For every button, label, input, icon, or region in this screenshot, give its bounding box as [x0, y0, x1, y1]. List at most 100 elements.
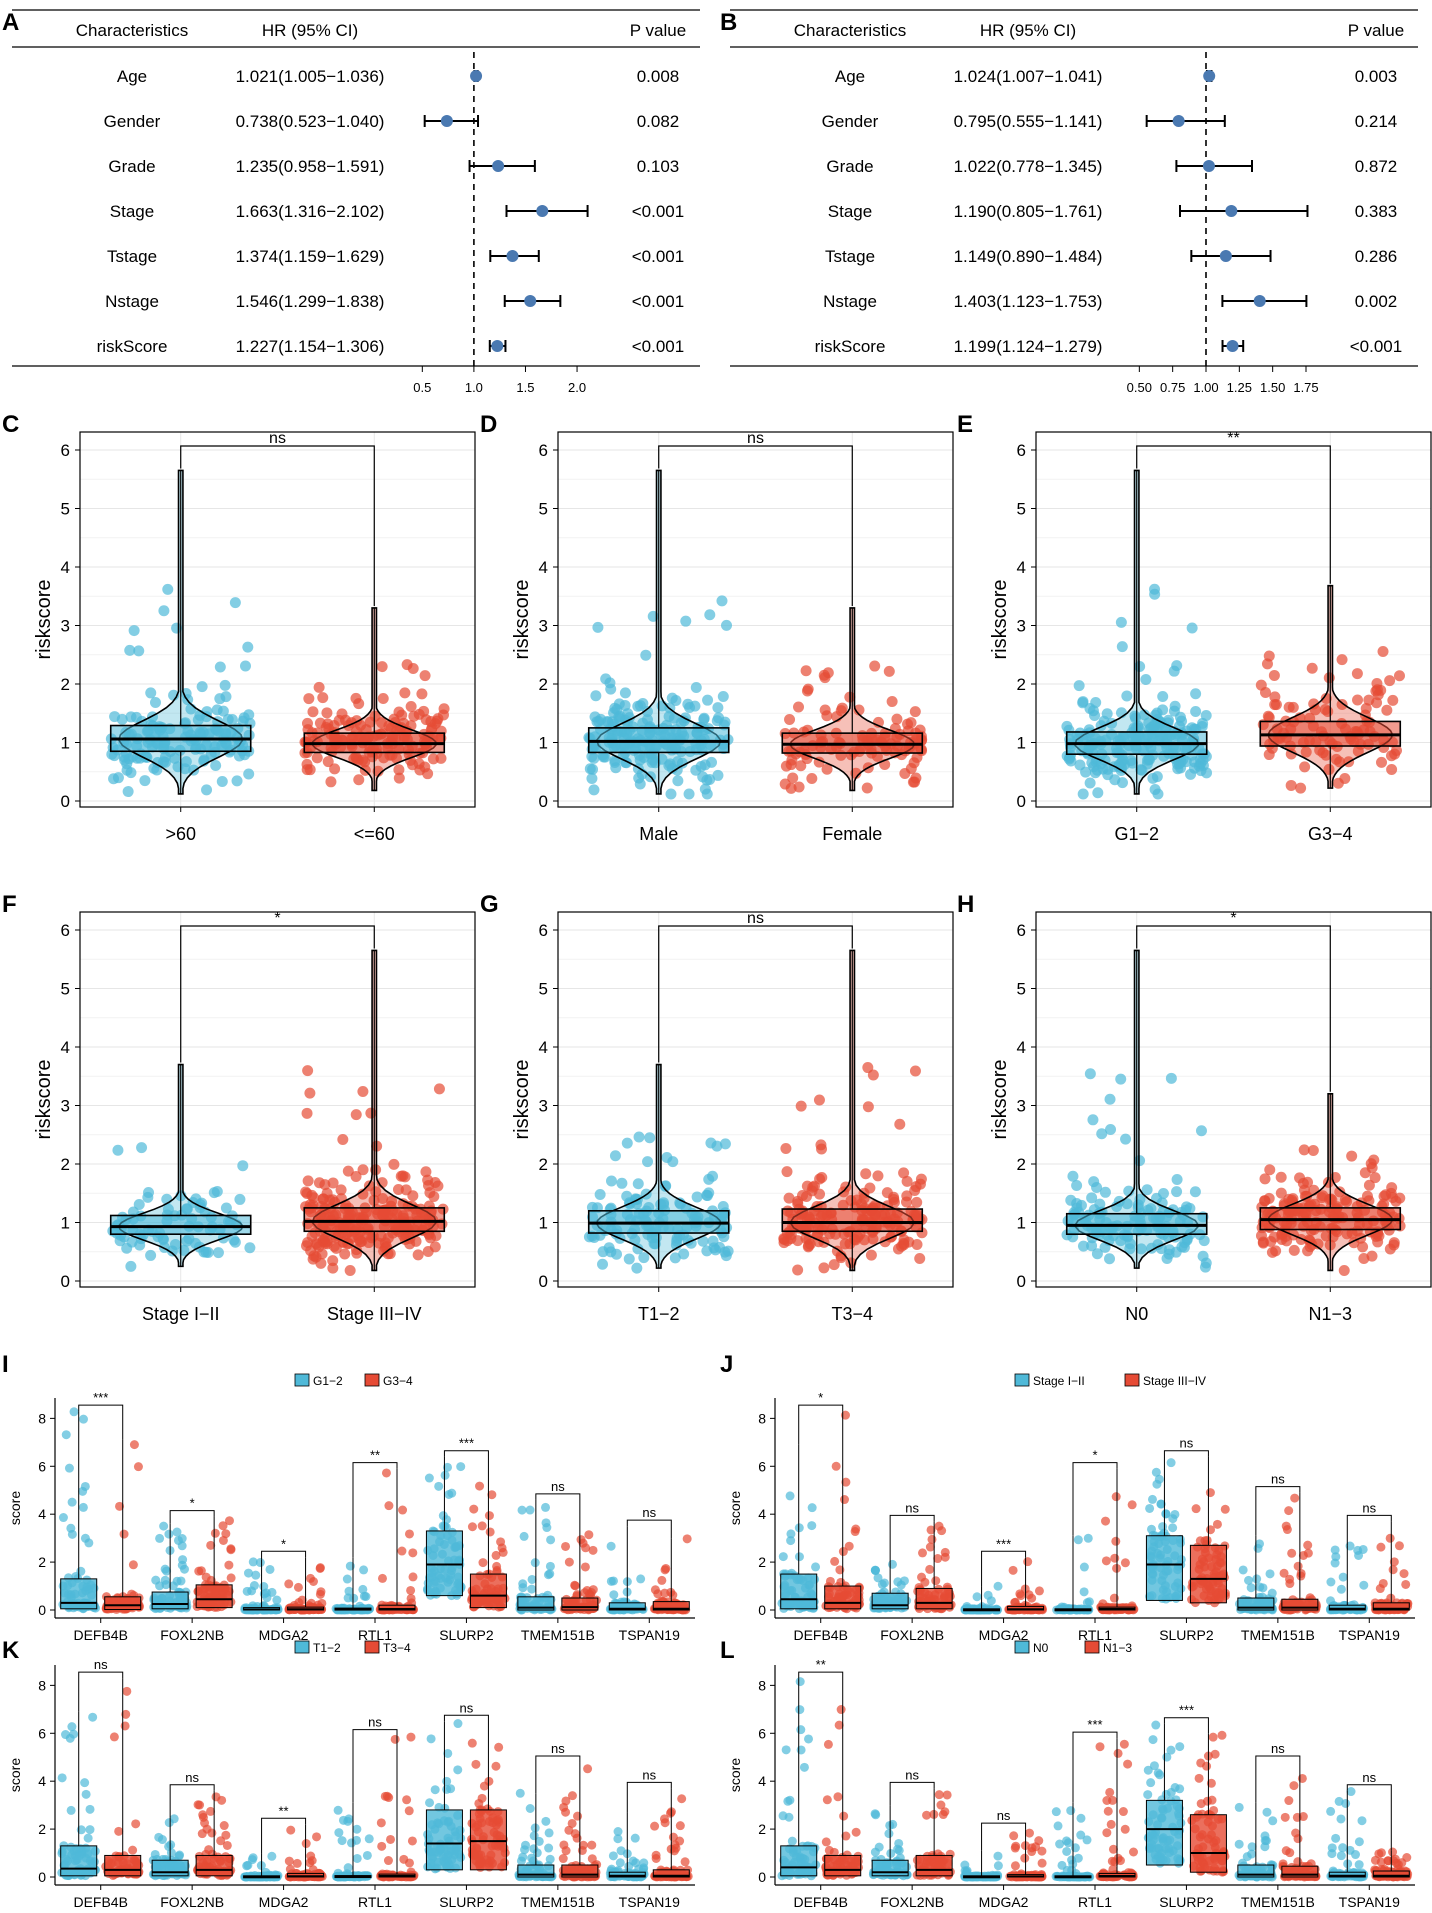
data-point — [616, 1177, 628, 1189]
grouped-box-panel-K: T1−2 T3−402468scoreDEFB4BnsFOXL2NBnsMDGA2… — [7, 1640, 695, 1910]
data-point — [1191, 1504, 1201, 1514]
data-point — [1165, 1072, 1177, 1084]
y-tick-label: 3 — [539, 1097, 548, 1116]
data-point — [1255, 1582, 1265, 1592]
hr-point — [470, 70, 483, 82]
data-point — [310, 1251, 322, 1263]
data-point — [631, 1262, 643, 1274]
panel-label-L: L — [720, 1637, 735, 1664]
gene-label: DEFB4B — [73, 1894, 127, 1910]
y-axis-label: riskscore — [33, 1059, 55, 1139]
data-point — [1109, 1593, 1119, 1603]
data-point — [644, 1132, 656, 1144]
data-point — [1089, 710, 1101, 722]
data-point — [1376, 1542, 1386, 1552]
data-point — [836, 702, 848, 714]
data-point — [390, 752, 402, 764]
data-point — [887, 1559, 897, 1569]
data-point — [813, 1094, 825, 1106]
data-point — [81, 1789, 91, 1799]
data-point — [637, 717, 649, 729]
data-point — [192, 714, 204, 726]
hr-point — [440, 115, 453, 127]
legend-label-1: G1−2 — [313, 1374, 343, 1388]
x-tick-label: T1−2 — [638, 1304, 680, 1324]
data-point — [786, 1536, 796, 1546]
y-tick-label: 5 — [1017, 980, 1026, 999]
data-point — [122, 1686, 132, 1696]
data-point — [243, 1860, 253, 1870]
hr-point — [1253, 295, 1266, 307]
plot-border — [1035, 431, 1432, 808]
data-point — [787, 772, 799, 784]
data-point — [716, 595, 728, 607]
data-point — [598, 751, 610, 763]
data-point — [69, 1729, 79, 1739]
box-iqr — [824, 1585, 862, 1610]
data-point — [424, 1187, 436, 1199]
y-tick-label: 0 — [61, 1272, 70, 1291]
data-point — [311, 752, 323, 764]
data-point — [1285, 1574, 1295, 1584]
data-point — [433, 1083, 445, 1095]
data-point — [80, 1778, 90, 1788]
data-point — [600, 673, 612, 685]
data-point — [611, 1248, 623, 1260]
data-point — [785, 759, 797, 771]
data-point — [1185, 768, 1197, 780]
data-point — [879, 1578, 889, 1588]
row-p-value: 0.383 — [1355, 202, 1398, 221]
data-point — [1386, 763, 1398, 775]
data-point — [1184, 1202, 1196, 1214]
data-point — [1353, 1545, 1363, 1555]
data-point — [1352, 694, 1364, 706]
data-point — [668, 1590, 678, 1600]
data-point — [469, 1504, 479, 1514]
data-point — [564, 1557, 574, 1567]
data-point — [1336, 654, 1348, 666]
data-point — [793, 701, 805, 713]
data-point — [357, 754, 369, 766]
data-point — [1378, 1578, 1388, 1588]
data-point — [1401, 1579, 1411, 1589]
data-point — [335, 1184, 347, 1196]
y-tick-label: 6 — [758, 1458, 766, 1474]
data-point — [200, 1818, 210, 1828]
y-tick-label: 5 — [539, 500, 548, 519]
data-point — [321, 707, 333, 719]
y-tick-label: 0 — [539, 792, 548, 811]
data-point — [545, 1561, 555, 1571]
row-hr-text: 1.021(1.005−1.036) — [236, 67, 385, 86]
y-tick-label: 6 — [61, 921, 70, 940]
data-point — [1303, 1548, 1313, 1558]
data-point — [456, 1462, 466, 1472]
data-point — [393, 772, 405, 784]
data-point — [424, 1473, 434, 1483]
row-p-value: 0.002 — [1355, 292, 1398, 311]
data-point — [181, 1235, 193, 1247]
plot-border — [79, 431, 476, 808]
y-tick-label: 1 — [1017, 1214, 1026, 1233]
significance-label: ** — [279, 1803, 289, 1818]
data-point — [561, 1541, 571, 1551]
data-point — [850, 767, 862, 779]
data-point — [840, 1495, 850, 1505]
y-tick-label: 1 — [61, 1214, 70, 1233]
y-tick-label: 4 — [758, 1506, 766, 1522]
data-point — [1120, 1133, 1132, 1145]
data-point — [1171, 660, 1183, 672]
data-point — [1189, 1186, 1201, 1198]
data-point — [328, 1240, 340, 1252]
data-point — [155, 1533, 165, 1543]
data-point — [1338, 1264, 1350, 1276]
data-point — [666, 692, 678, 704]
data-point — [525, 1505, 535, 1515]
grouped-box-panel-J: Stage I−II Stage III−IV02468scoreDEFB4B*F… — [727, 1373, 1415, 1643]
data-point — [353, 774, 365, 786]
data-point — [1283, 701, 1295, 713]
data-point — [333, 1805, 343, 1815]
box-iqr — [469, 1573, 507, 1609]
data-point — [860, 1168, 872, 1180]
data-point — [1238, 1565, 1248, 1575]
